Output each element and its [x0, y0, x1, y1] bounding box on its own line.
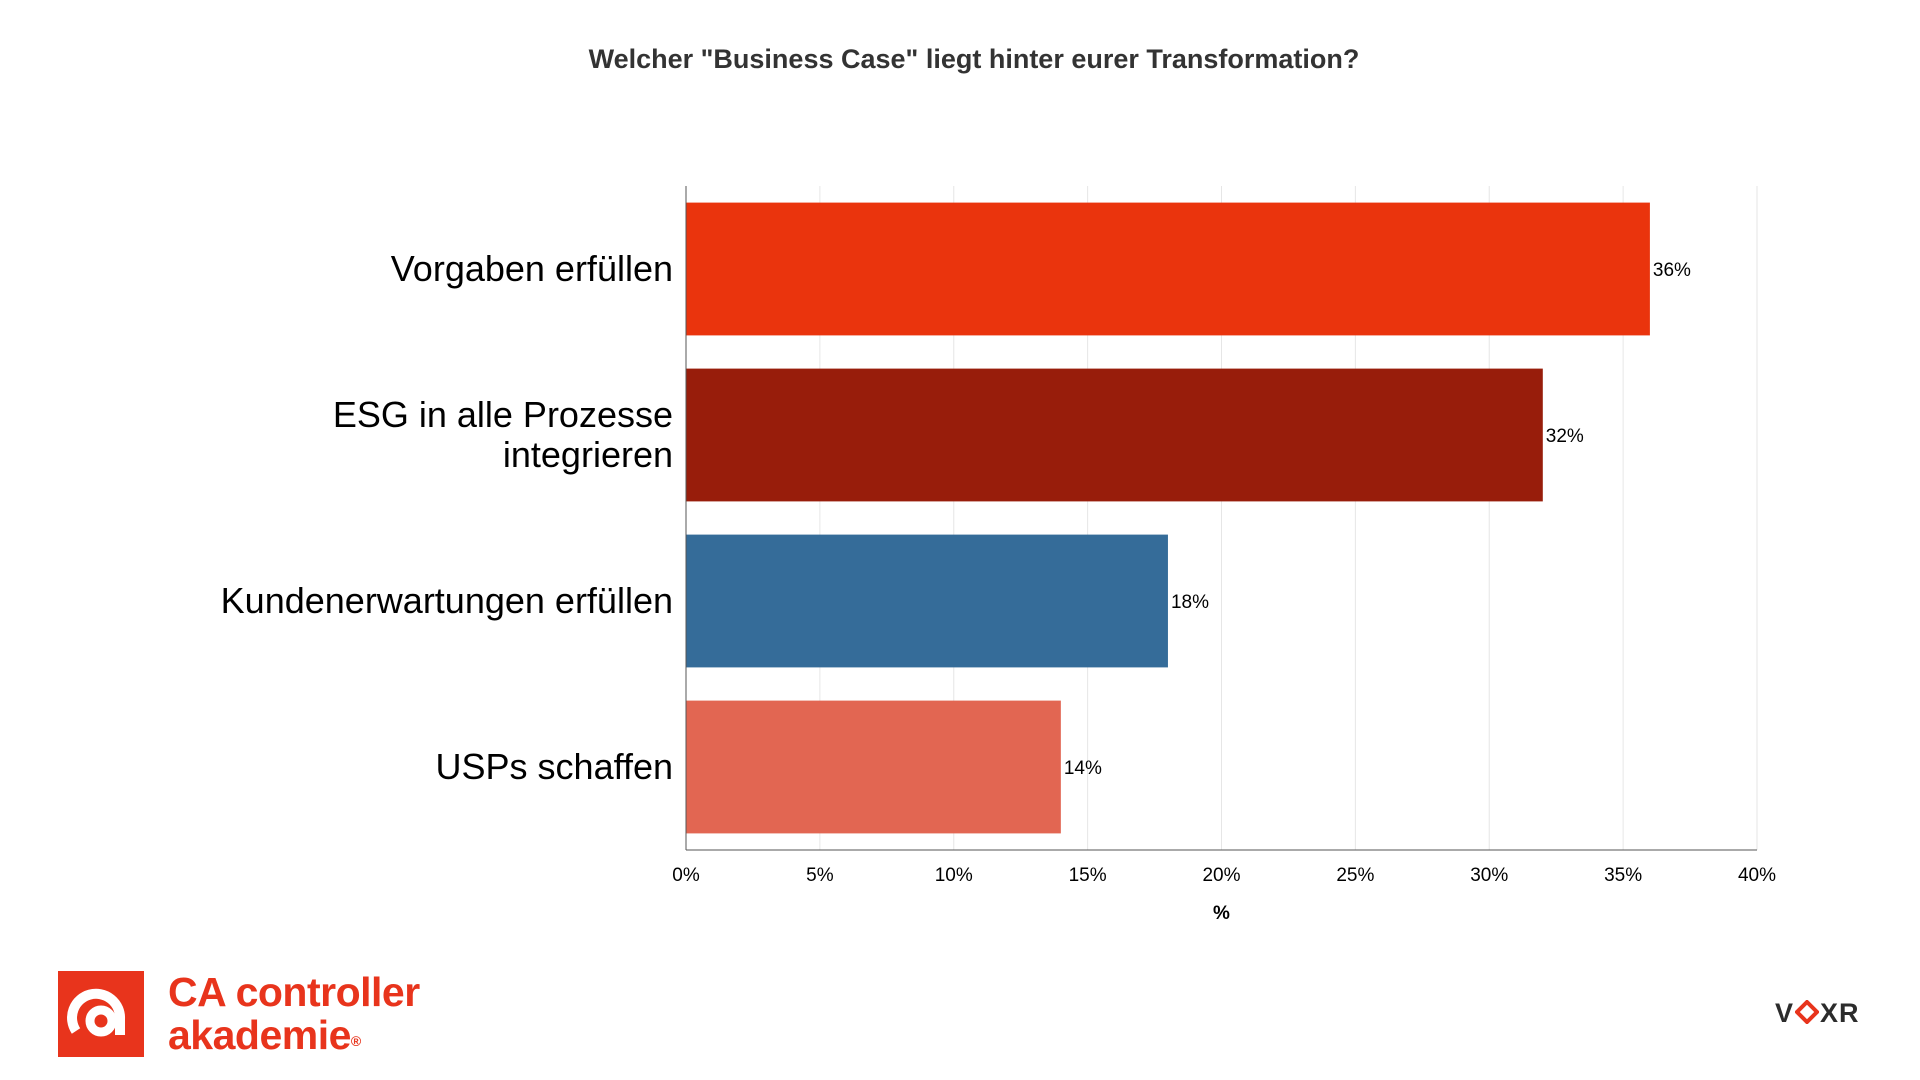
- ca-logo-line2-text: akademie: [168, 1012, 351, 1058]
- category-label-line: integrieren: [503, 434, 673, 475]
- ca-logo-line1: CA controller: [168, 969, 420, 1015]
- category-label-line: Vorgaben erfüllen: [391, 248, 673, 289]
- voxr-logo: V XR: [1775, 998, 1860, 1029]
- ca-logo-text: CA controller akademie®: [168, 971, 420, 1057]
- ca-logo-line2: akademie®: [168, 1014, 420, 1057]
- value-labels: 36% 32% 18% 14%: [1064, 260, 1691, 779]
- bar: [686, 534, 1168, 668]
- value-label: 32%: [1546, 426, 1584, 447]
- category-label: ESG in alle Prozesse integrieren: [333, 394, 673, 475]
- x-tick-label: 0%: [672, 865, 700, 886]
- category-labels: Vorgaben erfüllen ESG in alle Prozesse int…: [221, 248, 673, 787]
- value-label: 36%: [1653, 260, 1691, 281]
- bar: [686, 700, 1061, 834]
- x-tick-label: 25%: [1336, 865, 1374, 886]
- chart-title: Welcher "Business Case" liegt hinter eur…: [589, 44, 1360, 74]
- x-tick-labels: 0% 5% 10% 15% 20% 25% 30% 35% 40%: [672, 865, 1776, 886]
- x-tick-label: 5%: [806, 865, 834, 886]
- bars-group: [686, 202, 1650, 834]
- x-tick-label: 35%: [1604, 865, 1642, 886]
- bar: [686, 202, 1650, 336]
- category-label: Kundenerwartungen erfüllen: [221, 580, 673, 621]
- category-label-line: Kundenerwartungen erfüllen: [221, 580, 673, 621]
- bar: [686, 368, 1543, 502]
- x-tick-label: 15%: [1069, 865, 1107, 886]
- x-tick-label: 40%: [1738, 865, 1776, 886]
- x-tick-label: 10%: [935, 865, 973, 886]
- x-axis-title: %: [1213, 903, 1230, 924]
- registered-mark: ®: [350, 1033, 361, 1049]
- voxr-suffix: XR: [1820, 998, 1860, 1028]
- x-tick-label: 20%: [1202, 865, 1240, 886]
- value-label: 18%: [1171, 592, 1209, 613]
- x-tick-label: 30%: [1470, 865, 1508, 886]
- voxr-prefix: V: [1775, 998, 1795, 1028]
- value-label: 14%: [1064, 758, 1102, 779]
- category-label-line: ESG in alle Prozesse: [333, 394, 673, 435]
- ca-logo-mark-icon: [58, 971, 144, 1057]
- category-label: Vorgaben erfüllen: [391, 248, 673, 289]
- category-label-line: USPs schaffen: [436, 746, 673, 787]
- ca-controller-akademie-logo: CA controller akademie®: [58, 969, 420, 1059]
- voxr-o-mark-icon: [1794, 999, 1820, 1025]
- category-label: USPs schaffen: [436, 746, 673, 787]
